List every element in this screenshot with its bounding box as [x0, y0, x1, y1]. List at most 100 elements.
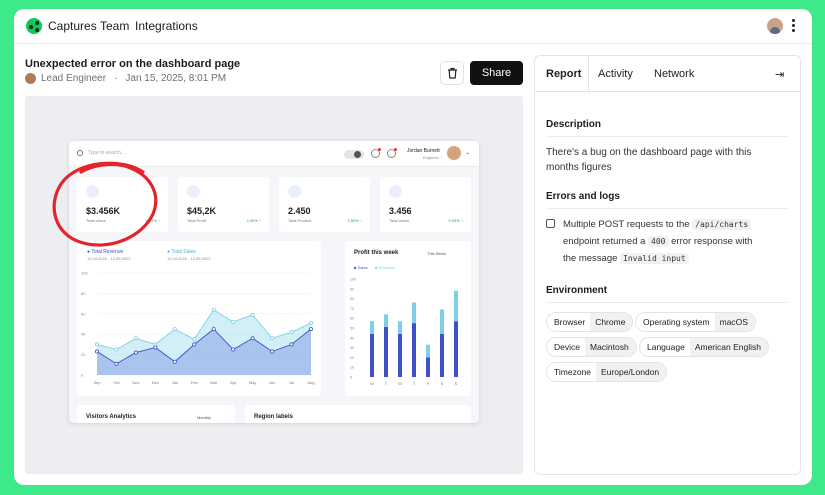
y-tick-label: 0 — [81, 373, 84, 378]
x-tick-label: T — [413, 381, 416, 386]
bell-icon — [371, 148, 381, 158]
collapse-panel-icon[interactable]: ⇥ — [775, 69, 785, 81]
preview-user-role: Engineer — [423, 155, 440, 160]
env-chip-timezone: Timezone Europe/London — [546, 362, 668, 382]
stat-value: 3.456 — [389, 206, 412, 216]
nav-team[interactable]: Team — [100, 19, 130, 33]
app-window: Captures Team Integrations Unexpected er… — [14, 9, 812, 485]
x-tick-label: Apr — [230, 380, 237, 385]
data-point — [308, 327, 313, 332]
y-tick-label: 100 — [350, 278, 356, 282]
bar-sales — [454, 321, 458, 377]
share-button[interactable]: Share — [470, 61, 523, 85]
environment-heading: Environment — [546, 285, 608, 296]
tab-activity[interactable]: Activity — [598, 68, 633, 80]
meta-separator: · — [114, 73, 118, 84]
error-line-1: Multiple POST requests to the /api/chart… — [563, 219, 752, 230]
tab-report[interactable]: Report — [546, 68, 582, 80]
data-point — [153, 345, 158, 350]
data-point — [270, 349, 275, 354]
data-point — [114, 361, 119, 366]
x-tick-label: W — [398, 381, 402, 386]
data-point — [133, 336, 138, 341]
y-tick-label: 20 — [81, 352, 86, 357]
external-link-icon[interactable] — [546, 219, 555, 228]
preview-search-placeholder: Type to search... — [88, 150, 125, 156]
x-tick-label: Aug — [307, 380, 314, 385]
bar-revenue — [370, 321, 374, 334]
bar-sales — [440, 333, 444, 377]
y-tick-label: 80 — [81, 291, 86, 296]
more-menu-icon[interactable] — [791, 19, 795, 33]
data-point — [231, 347, 236, 352]
code-endpoint: /api/charts — [692, 219, 752, 230]
y-tick-label: 30 — [350, 346, 354, 350]
report-panel: Report Activity Network ⇥ Description Th… — [534, 55, 801, 475]
stat-card: $45,2K Total Profit 4.35% ↑ — [178, 177, 269, 232]
data-point — [94, 342, 99, 347]
data-point — [231, 319, 236, 324]
data-point — [94, 349, 99, 354]
stat-label: Total Profit — [187, 218, 206, 223]
visitors-title: Visitors Analytics — [86, 414, 137, 420]
data-point — [114, 347, 119, 352]
bar-revenue — [384, 314, 388, 328]
stat-value: $45,2K — [187, 206, 217, 216]
y-tick-label: 100 — [81, 271, 88, 276]
legend-total-revenue: ● Total Revenue 12.04.2022 - 12.05.2022 — [87, 249, 131, 261]
x-tick-label: Oct — [113, 380, 120, 385]
bar-sales — [412, 323, 416, 377]
y-tick-label: 40 — [350, 336, 354, 340]
legend-label: Total Sales — [171, 249, 196, 255]
description-heading: Description — [546, 119, 602, 130]
y-tick-label: 60 — [350, 317, 354, 321]
nav-captures[interactable]: Captures — [48, 19, 97, 33]
bar-revenue — [412, 302, 416, 324]
divider — [546, 136, 788, 137]
message-icon — [387, 148, 397, 158]
stat-change: 0.95% ↑ — [448, 218, 463, 223]
tab-network[interactable]: Network — [654, 68, 695, 80]
stat-card: 2.450 Total Product 2.59% ↑ — [279, 177, 370, 232]
area-fill-total-revenue — [97, 329, 311, 375]
data-point — [172, 359, 177, 364]
x-tick-label: Nov — [132, 380, 139, 385]
data-point — [270, 336, 275, 341]
code-message: Invalid input — [620, 253, 689, 264]
users-icon — [389, 185, 402, 198]
bar-sales — [384, 327, 388, 377]
data-point — [289, 342, 294, 347]
x-tick-label: Jun — [269, 380, 275, 385]
bar-revenue — [440, 309, 444, 334]
y-tick-label: 0 — [350, 376, 352, 380]
x-tick-label: S — [455, 381, 458, 386]
series-line-total-sales — [96, 309, 312, 350]
capture-meta: Lead Engineer · Jan 15, 2025, 8:01 PM — [25, 73, 226, 84]
stat-label: Total Users — [389, 218, 410, 223]
cart-icon — [187, 185, 200, 198]
x-tick-label: May — [249, 380, 257, 385]
data-point — [192, 337, 197, 342]
divider — [546, 302, 788, 303]
data-point — [211, 307, 216, 312]
x-tick-label: Feb — [191, 380, 199, 385]
x-tick-label: Dec — [152, 380, 159, 385]
app-logo-icon[interactable] — [26, 18, 42, 34]
bar-revenue — [398, 321, 402, 334]
x-tick-label: T — [385, 381, 388, 386]
user-avatar[interactable] — [767, 18, 783, 34]
visitors-select: Monthly — [197, 415, 212, 420]
dashboard-screenshot: Type to search... Jordan Burnett Enginee… — [69, 141, 479, 423]
env-chip-language: Language American English — [639, 337, 769, 357]
divider — [546, 208, 788, 209]
delete-button[interactable] — [440, 61, 464, 85]
eye-icon — [86, 185, 99, 198]
legend-range: 12.04.2022 - 12.05.2022 — [167, 256, 211, 261]
profit-period-select: This Week — [427, 251, 446, 256]
y-tick-label: 10 — [350, 366, 354, 370]
legend-range: 12.04.2022 - 12.05.2022 — [87, 256, 131, 261]
stat-label: Total Product — [288, 218, 312, 223]
nav-integrations[interactable]: Integrations — [135, 19, 198, 33]
revenue-chart-card: ● Total Revenue 12.04.2022 - 12.05.2022 … — [77, 241, 321, 396]
